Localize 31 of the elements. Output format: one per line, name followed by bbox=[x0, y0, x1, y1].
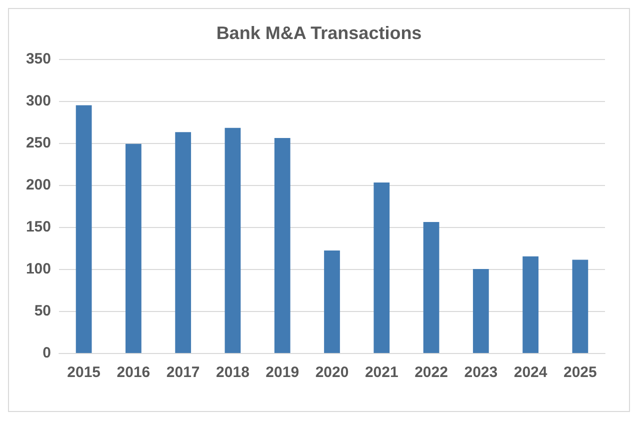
bar bbox=[572, 260, 588, 353]
bar bbox=[224, 128, 241, 353]
y-tick-label: 0 bbox=[42, 344, 51, 362]
bar bbox=[126, 144, 142, 353]
y-tick-label: 300 bbox=[26, 92, 51, 110]
x-tick-label: 2021 bbox=[364, 364, 398, 381]
x-tick-label: 2017 bbox=[166, 364, 200, 381]
x-tick-label: 2023 bbox=[464, 364, 498, 381]
x-tick-label: 2016 bbox=[116, 364, 150, 381]
chart-title: Bank M&A Transactions bbox=[216, 23, 422, 43]
x-tick-label: 2020 bbox=[315, 364, 349, 381]
x-tick-label: 2022 bbox=[414, 364, 448, 381]
y-tick-label: 350 bbox=[26, 50, 51, 68]
y-tick-label: 250 bbox=[26, 134, 51, 152]
x-tick-label: 2015 bbox=[67, 364, 101, 381]
bar bbox=[175, 132, 192, 353]
bar bbox=[472, 269, 489, 353]
x-tick-label: 2024 bbox=[514, 364, 548, 381]
bar bbox=[76, 105, 92, 353]
y-tick-label: 50 bbox=[34, 302, 51, 320]
y-tick-label: 100 bbox=[26, 260, 51, 278]
y-tick-label: 200 bbox=[26, 176, 51, 194]
x-tick-label: 2019 bbox=[266, 364, 300, 381]
bar bbox=[423, 222, 440, 353]
bar bbox=[274, 138, 290, 353]
bar bbox=[324, 250, 340, 353]
y-tick-label: 150 bbox=[26, 218, 51, 236]
x-tick-label: 2018 bbox=[216, 364, 250, 381]
bar bbox=[522, 256, 538, 353]
x-tick-label: 2025 bbox=[563, 364, 597, 381]
bar bbox=[374, 182, 390, 353]
